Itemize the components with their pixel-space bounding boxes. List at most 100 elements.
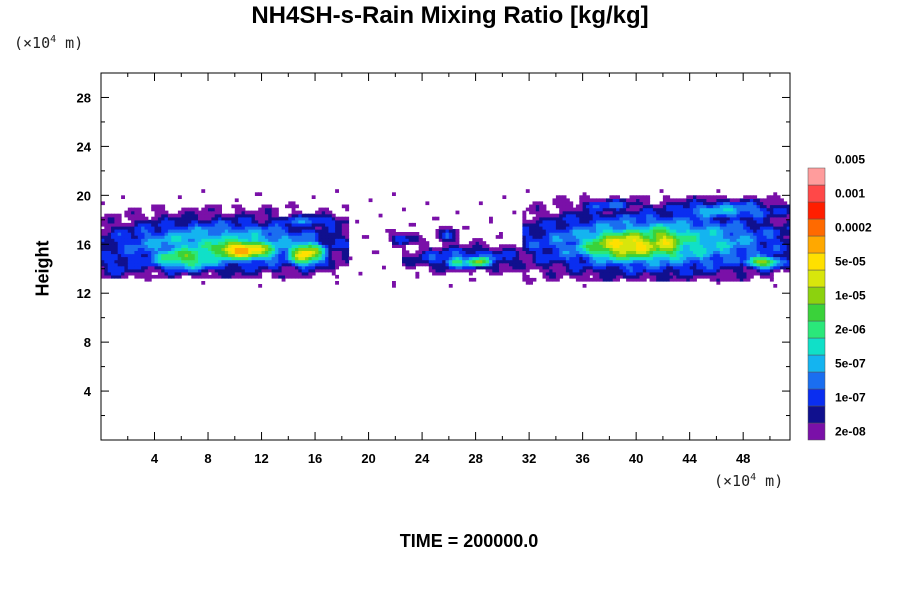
field-cell: [328, 265, 333, 270]
field-cell: [569, 247, 574, 251]
field-cell: [221, 241, 226, 245]
field-cell: [208, 253, 212, 258]
field-cell: [733, 232, 737, 236]
field-cell: [285, 235, 289, 239]
field-cell: [345, 222, 350, 227]
field-cell: [442, 232, 447, 236]
field-cell: [719, 241, 724, 245]
field-cell: [241, 219, 246, 224]
field-cell: [499, 235, 503, 239]
field-cell: [338, 253, 343, 258]
field-cell: [321, 232, 326, 236]
field-cell: [669, 247, 674, 251]
field-cell: [582, 284, 587, 288]
field-cell: [763, 207, 768, 212]
field-cell: [458, 250, 463, 255]
field-cell: [338, 232, 343, 236]
field-cell: [301, 216, 306, 221]
field-cell: [629, 262, 634, 267]
field-cell: [616, 265, 620, 270]
field-cell: [288, 222, 293, 227]
field-cell: [311, 195, 316, 199]
field-cell: [699, 229, 704, 233]
field-cell: [542, 271, 547, 276]
field-cell: [268, 232, 273, 236]
field-cell: [137, 238, 142, 242]
field-cell: [194, 210, 199, 215]
field-cell: [535, 210, 540, 215]
field-cell: [211, 271, 216, 276]
field-cell: [147, 238, 152, 242]
field-cell: [693, 198, 697, 203]
field-cell: [783, 250, 788, 255]
field-cell: [161, 232, 166, 236]
field-cell: [586, 244, 590, 248]
field-cell: [505, 247, 510, 251]
field-cell: [565, 253, 570, 258]
field-cell: [228, 271, 232, 276]
field-cell: [756, 229, 761, 233]
field-cell: [679, 219, 684, 224]
field-cell: [649, 229, 654, 233]
field-cell: [716, 241, 721, 245]
field-cell: [278, 253, 283, 258]
field-cell: [214, 210, 219, 215]
field-cell: [586, 216, 590, 221]
field-cell: [315, 262, 319, 267]
field-cell: [485, 262, 490, 267]
field-cell: [425, 201, 430, 206]
field-cell: [569, 232, 574, 236]
field-cell: [157, 225, 162, 230]
field-cell: [706, 259, 711, 264]
field-cell: [569, 207, 574, 212]
field-cell: [632, 207, 637, 212]
field-cell: [545, 216, 550, 221]
field-cell: [224, 222, 229, 227]
field-cell: [499, 259, 503, 264]
field-cell: [773, 244, 778, 248]
field-cell: [231, 225, 236, 230]
field-cell: [301, 253, 306, 258]
field-cell: [659, 229, 664, 233]
field-cell: [318, 222, 323, 227]
field-cell: [408, 235, 413, 239]
field-cell: [766, 274, 771, 279]
field-cell: [716, 238, 721, 242]
field-cell: [194, 216, 199, 221]
field-cell: [258, 244, 263, 248]
field-cell: [739, 210, 744, 215]
field-cell: [555, 195, 560, 199]
field-cell: [652, 274, 657, 279]
field-cell: [686, 201, 691, 206]
field-cell: [264, 238, 269, 242]
field-cell: [154, 247, 159, 251]
field-cell: [525, 225, 530, 230]
field-cell: [616, 195, 620, 199]
field-cell: [509, 268, 513, 273]
field-cell: [472, 262, 477, 267]
field-cell: [632, 201, 637, 206]
field-cell: [244, 259, 249, 264]
field-cell: [114, 268, 119, 273]
field-cell: [214, 225, 219, 230]
field-cell: [706, 213, 711, 218]
field-cell: [291, 201, 296, 206]
field-cell: [154, 250, 159, 255]
field-cell: [686, 241, 691, 245]
field-cell: [157, 241, 162, 245]
field-cell: [161, 244, 166, 248]
field-cell: [586, 274, 590, 279]
field-cell: [445, 238, 450, 242]
field-cell: [606, 256, 610, 261]
field-cell: [706, 198, 711, 203]
field-cell: [542, 207, 547, 212]
field-cell: [305, 225, 309, 230]
field-cell: [579, 198, 584, 203]
field-cell: [264, 207, 269, 212]
field-cell: [288, 253, 293, 258]
field-cell: [759, 213, 764, 218]
field-cell: [599, 219, 604, 224]
field-cell: [562, 265, 567, 270]
field-cell: [365, 235, 370, 239]
field-cell: [144, 250, 149, 255]
